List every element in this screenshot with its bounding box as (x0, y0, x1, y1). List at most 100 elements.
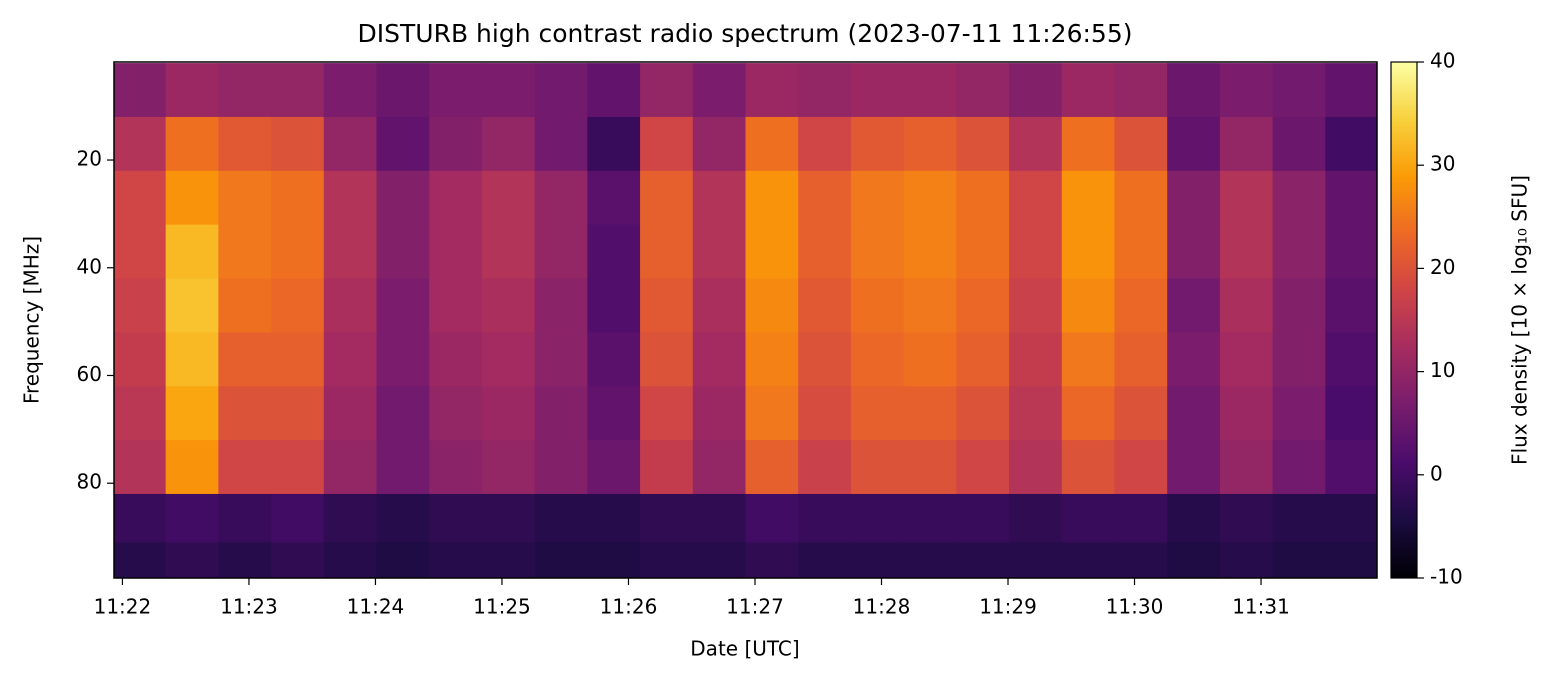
cell (798, 493, 852, 543)
chart-title: DISTURB high contrast radio spectrum (20… (358, 19, 1133, 48)
cell (271, 63, 325, 118)
cell (1061, 116, 1115, 172)
cell (534, 440, 588, 495)
plot-frame (113, 61, 1378, 579)
cell (587, 542, 641, 578)
cell (640, 170, 694, 226)
cell (1009, 332, 1063, 387)
cell (218, 63, 272, 118)
cell (534, 63, 588, 118)
cell (1061, 332, 1115, 387)
cell (903, 278, 957, 333)
cell (271, 332, 325, 387)
cell (1325, 278, 1377, 333)
cell (587, 224, 641, 280)
cell (692, 278, 746, 333)
colorbar-tick-label: 30 (1430, 152, 1455, 176)
cell (692, 440, 746, 495)
cell (956, 224, 1010, 280)
cell (1167, 116, 1221, 172)
cell (271, 493, 325, 543)
cell (798, 224, 852, 280)
cell (1061, 63, 1115, 118)
cell (745, 170, 799, 226)
cell (1325, 493, 1377, 543)
cell (850, 116, 905, 172)
cell (165, 224, 219, 280)
cell (745, 116, 799, 172)
cell (481, 63, 536, 118)
cell (1272, 440, 1326, 495)
cell (429, 278, 483, 333)
cell (165, 493, 219, 543)
cell (692, 116, 746, 172)
spectrogram (114, 63, 1377, 578)
cell (903, 332, 957, 387)
cell (1219, 493, 1274, 543)
cell (850, 170, 905, 226)
cell (218, 440, 272, 495)
colorbar-label: Flux density [10 × log₁₀ SFU] (1508, 175, 1532, 465)
cell (376, 386, 430, 441)
cell (903, 63, 957, 118)
cell (745, 542, 799, 578)
cell (323, 278, 378, 333)
cell (903, 170, 957, 226)
cell (271, 440, 325, 495)
cell (587, 386, 641, 441)
cell (903, 493, 957, 543)
y-tick-label: 40 (77, 254, 102, 278)
cell (376, 440, 430, 495)
cell (640, 493, 694, 543)
cell (692, 224, 746, 280)
cell (165, 332, 219, 387)
cell (376, 493, 430, 543)
colorbar-tick-label: -10 (1430, 565, 1463, 589)
cell (640, 116, 694, 172)
cell (640, 440, 694, 495)
cell (1167, 542, 1221, 578)
cell (218, 542, 272, 578)
cell (1009, 170, 1063, 226)
cell (1061, 386, 1115, 441)
cell (850, 386, 905, 441)
cell (903, 542, 957, 578)
cell (640, 278, 694, 333)
cell (114, 386, 167, 441)
cell (376, 278, 430, 333)
cell (534, 542, 588, 578)
cell (850, 332, 905, 387)
cell (692, 386, 746, 441)
cell (481, 116, 536, 172)
cell (114, 63, 167, 118)
cell (798, 332, 852, 387)
cell (798, 170, 852, 226)
cell (1325, 170, 1377, 226)
cell (745, 493, 799, 543)
x-tick-label: 11:27 (726, 595, 784, 619)
cell (745, 224, 799, 280)
cell (429, 386, 483, 441)
cell (798, 386, 852, 441)
cell (323, 332, 378, 387)
cell (271, 278, 325, 333)
x-tick-label: 11:29 (979, 595, 1037, 619)
cell (1114, 278, 1168, 333)
cell (481, 332, 536, 387)
y-axis-label: Frequency [MHz] (20, 236, 44, 404)
colorbar (1390, 61, 1418, 579)
cell (1272, 170, 1326, 226)
cell (692, 170, 746, 226)
cell (1167, 332, 1221, 387)
cell (587, 332, 641, 387)
cell (1061, 278, 1115, 333)
cell (323, 542, 378, 578)
cell (1219, 440, 1274, 495)
cell (481, 224, 536, 280)
colorbar-tick-label: 0 (1430, 461, 1443, 485)
cell (271, 542, 325, 578)
cell (640, 386, 694, 441)
cell (323, 493, 378, 543)
cell (745, 332, 799, 387)
